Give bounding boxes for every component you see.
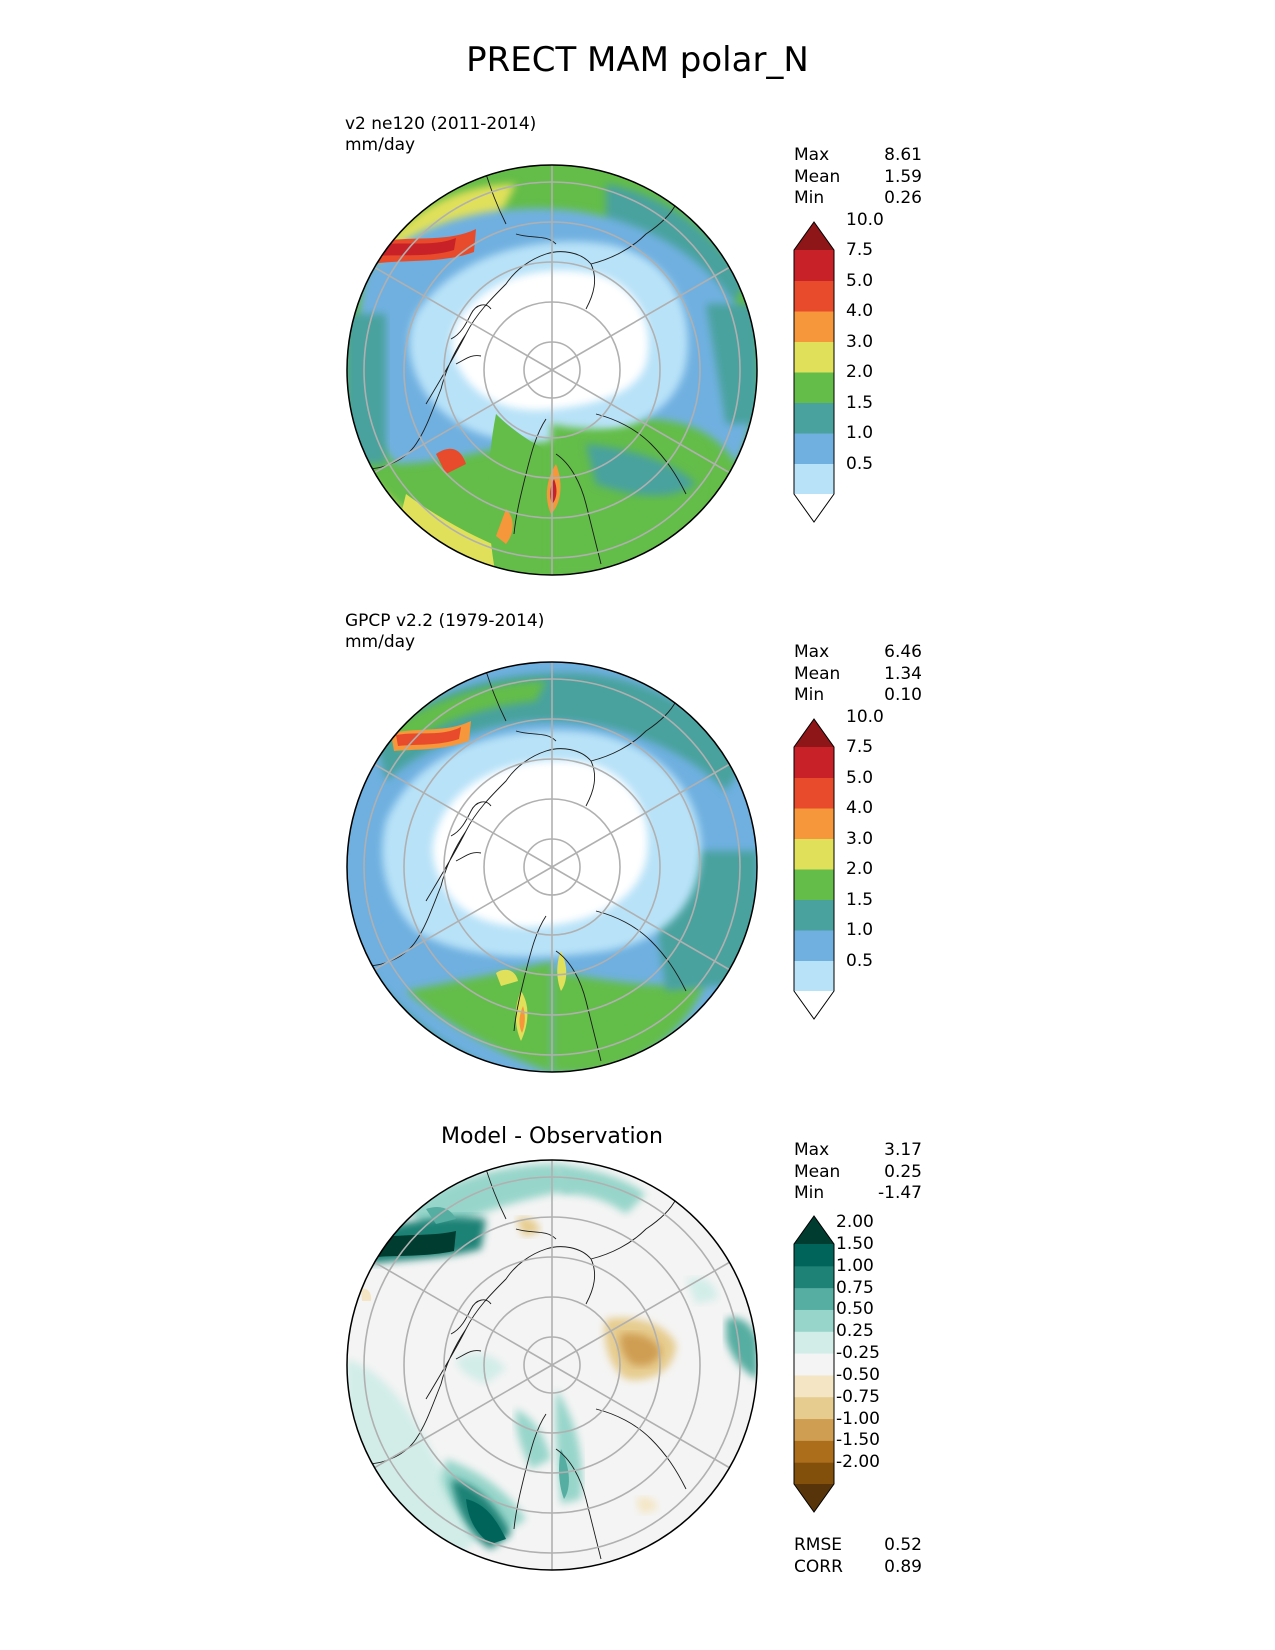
colorbar-segment <box>794 1287 834 1310</box>
panel2-colorbar <box>793 718 835 1020</box>
colorbar-segment <box>794 777 834 809</box>
panel2-label: GPCP v2.2 (1979-2014) mm/day <box>345 611 544 653</box>
colorbar-segment <box>794 1331 834 1354</box>
panel2-stat-max: Max 6.46 <box>794 642 922 662</box>
colorbar-tick-label: 1.00 <box>836 1255 874 1276</box>
colorbar-segment <box>794 280 834 312</box>
colorbar-segment <box>794 869 834 900</box>
colorbar-extend-min <box>794 494 834 522</box>
colorbar-tick-label: 3.0 <box>846 828 874 849</box>
panel3-stat-mean: Mean 0.25 <box>794 1161 922 1182</box>
colorbar-tick-label: 4.0 <box>846 798 874 818</box>
colorbar-tick-label: 1.5 <box>846 889 874 910</box>
colorbar-tick-label: 3.0 <box>846 331 874 352</box>
colorbar-segment <box>794 1462 834 1485</box>
colorbar-tick-label: 1.0 <box>846 920 874 940</box>
colorbar-extend-min <box>794 991 834 1019</box>
panel3-title: Model - Observation <box>441 1124 663 1149</box>
colorbar-tick-label: 2.00 <box>836 1212 874 1233</box>
colorbar-tick-label: -2.00 <box>836 1452 880 1473</box>
colorbar-segment <box>794 311 834 342</box>
colorbar-segment <box>794 930 834 961</box>
colorbar-tick-label: 2.0 <box>846 362 874 382</box>
panel2-stat-mean: Mean 1.34 <box>794 663 922 684</box>
colorbar-tick-label: 5.0 <box>846 767 874 788</box>
colorbar-tick-label: 5.0 <box>846 270 874 291</box>
panel1-stat-mean: Mean 1.59 <box>794 166 922 187</box>
panel3-colorbar-ticks: -2.00 -1.50 -1.00 -0.75 -0.50 -0.25 0.25 0.50 0.… <box>836 1212 906 1512</box>
panel1-colorbar-ticks: 0.5 1.0 1.5 2.0 3.0 4.0 5.0 7.5 10.0 <box>846 210 906 522</box>
panel3-stat-min: Min -1.47 <box>794 1183 922 1203</box>
colorbar-segment <box>794 1440 834 1463</box>
colorbar-tick-label: 10.0 <box>846 706 884 727</box>
colorbar-segment <box>794 838 834 870</box>
panel1-stats: Max 8.61 Mean 1.59 Min 0.26 <box>794 145 922 210</box>
colorbar-segment <box>794 433 834 464</box>
panel1-colorbar <box>793 221 835 523</box>
colorbar-segment <box>794 1396 834 1420</box>
colorbar-segment <box>794 250 834 281</box>
colorbar-extend-min <box>794 1484 834 1512</box>
colorbar-segment <box>794 899 834 931</box>
colorbar-segment <box>794 747 834 778</box>
colorbar-segment <box>794 463 834 495</box>
colorbar-segment <box>794 1374 834 1398</box>
colorbar-segment <box>794 808 834 839</box>
colorbar-segment <box>794 1418 834 1441</box>
colorbar-tick-label: 1.0 <box>846 423 874 443</box>
panel1-dataset-label: v2 ne120 (2011-2014) <box>345 114 537 134</box>
colorbar-outline <box>793 718 835 1020</box>
colorbar-segment <box>794 372 834 403</box>
panel2-stat-min: Min 0.10 <box>794 685 922 705</box>
panel1-units-label: mm/day <box>345 135 416 155</box>
colorbar-extend-max <box>794 1216 834 1244</box>
colorbar-tick-label: -1.50 <box>836 1430 880 1451</box>
colorbar-tick-label: 2.0 <box>846 859 874 879</box>
colorbar-outline <box>793 221 835 523</box>
panel3-stat-corr: CORR 0.89 <box>794 1556 922 1577</box>
colorbar-tick-label: 7.5 <box>846 737 874 757</box>
panel3-stat-rmse: RMSE 0.52 <box>794 1535 922 1555</box>
colorbar-tick-label: 0.25 <box>836 1321 874 1342</box>
colorbar-tick-label: -0.25 <box>836 1343 880 1364</box>
figure-title: PRECT MAM polar_N <box>466 40 809 80</box>
panel1-polar-map <box>346 164 758 576</box>
colorbar-segment <box>794 960 834 992</box>
colorbar-tick-label: 0.75 <box>836 1277 874 1298</box>
colorbar-tick-label: 0.5 <box>846 950 874 971</box>
panel3-polar-map <box>346 1159 758 1571</box>
panel2-colorbar-ticks: 0.5 1.0 1.5 2.0 3.0 4.0 5.0 7.5 10.0 <box>846 707 906 1019</box>
colorbar-tick-label: 10.0 <box>846 209 884 230</box>
colorbar-tick-label: 1.5 <box>846 392 874 413</box>
colorbar-segment <box>794 1353 834 1376</box>
colorbar-segment <box>794 1309 834 1332</box>
colorbar-outline <box>793 1215 835 1513</box>
panel3-footer-stats: RMSE 0.52 CORR 0.89 <box>794 1535 922 1578</box>
panel3-stat-max: Max 3.17 <box>794 1140 922 1160</box>
colorbar-segment <box>794 341 834 373</box>
panel1-stat-max: Max 8.61 <box>794 145 922 165</box>
colorbar-tick-label: 4.0 <box>846 301 874 321</box>
panel2-dataset-label: GPCP v2.2 (1979-2014) <box>345 611 545 631</box>
panel2-polar-map <box>346 661 758 1073</box>
colorbar-extend-max <box>794 719 834 747</box>
colorbar-tick-label: -1.00 <box>836 1408 880 1429</box>
colorbar-tick-label: 1.50 <box>836 1234 874 1254</box>
colorbar-tick-label: -0.50 <box>836 1364 880 1385</box>
colorbar-extend-max <box>794 222 834 250</box>
colorbar-tick-label: 0.5 <box>846 453 874 474</box>
colorbar-segment <box>794 1265 834 1289</box>
colorbar-segment <box>794 402 834 434</box>
panel2-units-label: mm/day <box>345 632 416 652</box>
colorbar-segment <box>794 1244 834 1267</box>
panel3-colorbar <box>793 1215 835 1513</box>
panel2-stats: Max 6.46 Mean 1.34 Min 0.10 <box>794 642 922 707</box>
colorbar-tick-label: 0.50 <box>836 1299 874 1320</box>
colorbar-tick-label: -0.75 <box>836 1386 880 1407</box>
panel1-stat-min: Min 0.26 <box>794 188 922 208</box>
colorbar-tick-label: 7.5 <box>846 240 874 260</box>
panel3-stats: Max 3.17 Mean 0.25 Min -1.47 <box>794 1140 922 1205</box>
panel1-label: v2 ne120 (2011-2014) mm/day <box>345 114 536 156</box>
